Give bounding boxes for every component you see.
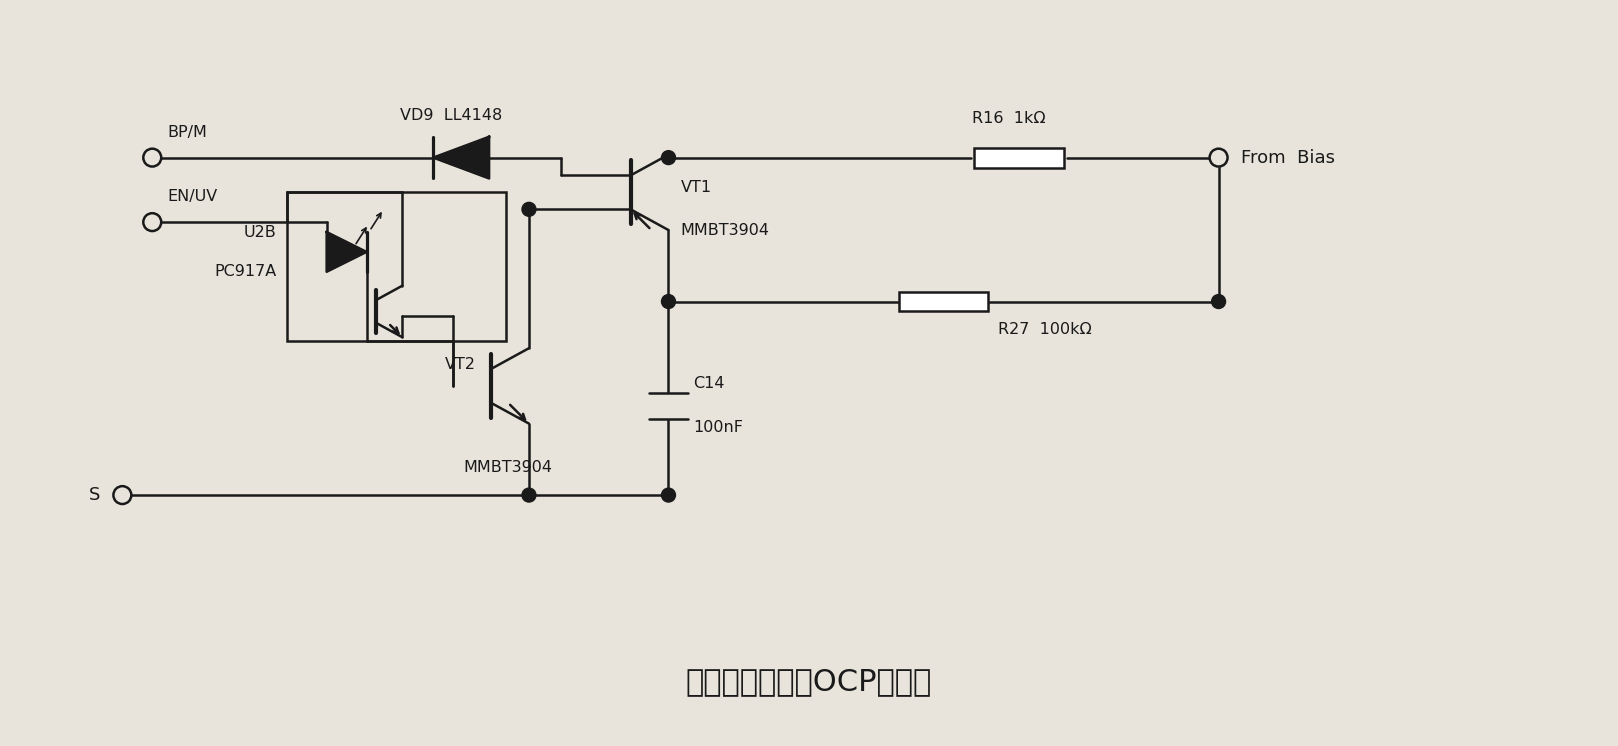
Circle shape (144, 213, 162, 231)
Text: VT2: VT2 (445, 357, 476, 372)
Bar (898, 292, 989, 312)
Text: VT1: VT1 (681, 180, 712, 195)
Bar (286, 192, 506, 341)
Text: PC917A: PC917A (215, 264, 277, 279)
Circle shape (1212, 295, 1225, 309)
Text: U2B: U2B (244, 225, 277, 239)
Text: C14: C14 (694, 377, 725, 392)
Text: R16  1kΩ: R16 1kΩ (972, 111, 1047, 126)
Circle shape (113, 486, 131, 504)
Text: BP/M: BP/M (167, 125, 207, 140)
Polygon shape (327, 232, 367, 272)
Text: R27  100kΩ: R27 100kΩ (998, 322, 1092, 337)
Text: S: S (89, 486, 100, 504)
Text: VD9  LL4148: VD9 LL4148 (400, 108, 502, 123)
Circle shape (144, 148, 162, 166)
Text: 可选过流保护（OCP）电路: 可选过流保护（OCP）电路 (686, 667, 932, 696)
Text: EN/UV: EN/UV (167, 189, 217, 204)
Circle shape (662, 151, 675, 165)
Circle shape (662, 488, 675, 502)
Bar (974, 148, 1065, 168)
Text: MMBT3904: MMBT3904 (681, 222, 770, 237)
Circle shape (662, 295, 675, 309)
Text: MMBT3904: MMBT3904 (463, 460, 552, 474)
Circle shape (523, 488, 536, 502)
Text: From  Bias: From Bias (1241, 148, 1335, 166)
Circle shape (1210, 148, 1228, 166)
Polygon shape (434, 137, 489, 178)
Circle shape (523, 202, 536, 216)
Text: 100nF: 100nF (694, 420, 743, 435)
